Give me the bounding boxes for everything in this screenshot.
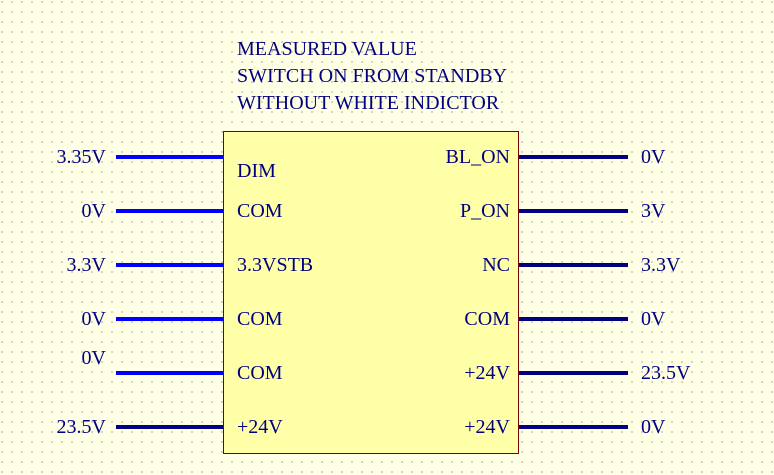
- right-voltage-4: 0V: [641, 308, 666, 330]
- left-wire-4: [116, 317, 223, 321]
- title-line-3: WITHOUT WHITE INDICTOR: [237, 92, 500, 114]
- right-pin-label-6: +24V: [464, 416, 510, 438]
- left-voltage-2: 0V: [81, 200, 106, 222]
- right-voltage-5: 23.5V: [641, 362, 691, 384]
- left-pin-label-2: COM: [237, 200, 283, 222]
- title-line-2: SWITCH ON FROM STANDBY: [237, 65, 508, 87]
- left-wire-5: [116, 371, 223, 375]
- right-wire-5: [519, 371, 628, 375]
- right-pin-label-5: +24V: [464, 362, 510, 384]
- left-wire-2: [116, 209, 223, 213]
- right-wire-4: [519, 317, 628, 321]
- right-pin-label-2: P_ON: [459, 200, 510, 222]
- left-wire-6: [116, 425, 223, 429]
- right-wire-2: [519, 209, 628, 213]
- left-voltage-5: 0V: [81, 347, 106, 369]
- left-voltage-1: 3.35V: [56, 146, 106, 168]
- right-pin-label-1: BL_ON: [445, 146, 510, 168]
- left-voltage-4: 0V: [81, 308, 106, 330]
- title-line-1: MEASURED VALUE: [237, 38, 417, 60]
- right-wire-3: [519, 263, 628, 267]
- connector-component-body: [223, 131, 519, 454]
- right-voltage-3: 3.3V: [641, 254, 681, 276]
- left-pin-label-1: DIM: [237, 160, 276, 182]
- left-pin-label-6: +24V: [237, 416, 283, 438]
- left-wire-3: [116, 263, 223, 267]
- right-voltage-1: 0V: [641, 146, 666, 168]
- right-wire-1: [519, 155, 628, 159]
- left-voltage-6: 23.5V: [56, 416, 106, 438]
- right-pin-label-4: COM: [464, 308, 510, 330]
- left-wire-1: [116, 155, 223, 159]
- right-voltage-2: 3V: [641, 200, 666, 222]
- right-wire-6: [519, 425, 628, 429]
- right-pin-label-3: NC: [482, 254, 510, 276]
- left-voltage-3: 3.3V: [66, 254, 106, 276]
- right-voltage-6: 0V: [641, 416, 666, 438]
- left-pin-label-5: COM: [237, 362, 283, 384]
- left-pin-label-3: 3.3VSTB: [237, 254, 314, 276]
- left-pin-label-4: COM: [237, 308, 283, 330]
